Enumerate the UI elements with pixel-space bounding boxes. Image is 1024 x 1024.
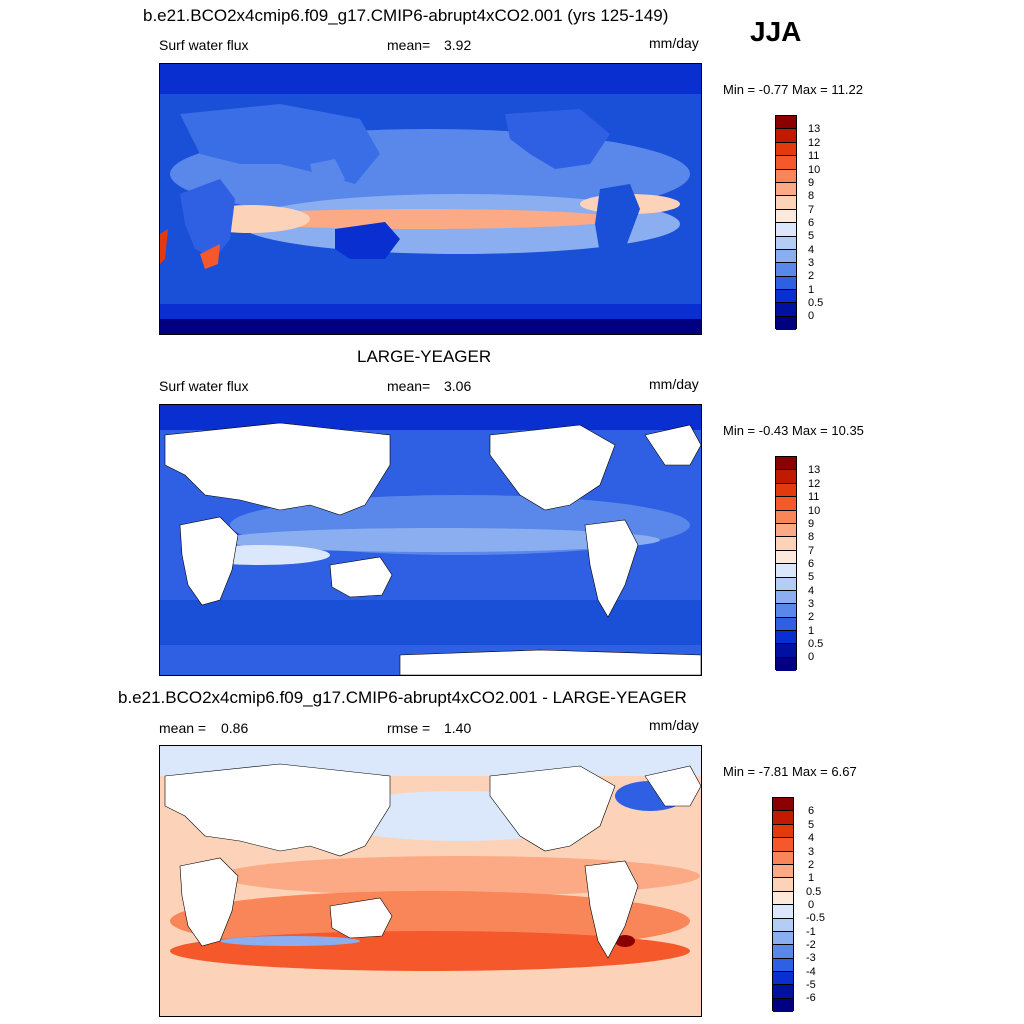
panel-1-minmax: Min = -0.77 Max = 11.22 (723, 82, 863, 97)
panel-3-rmse-label: rmse = (387, 720, 431, 736)
panel-3-colorbar-tick: 0.5 (806, 886, 822, 898)
panel-2-colorbar-tick: 9 (808, 518, 815, 530)
panel-3-colorbar-tick: 4 (808, 832, 815, 844)
season-label: JJA (750, 16, 802, 47)
panel-3-colorbar (772, 797, 794, 1013)
panel-3-units: mm/day (649, 717, 699, 733)
panel-3-colorbar-tick: -1 (806, 926, 816, 938)
panel-3-colorbar-tick: 6 (808, 805, 815, 817)
panel-3-colorbar-tick: -3 (806, 952, 816, 964)
panel-3-colorbar-tick: 3 (808, 846, 815, 858)
panel-2-map (159, 404, 702, 676)
panel-2-colorbar-tick: 13 (808, 464, 821, 476)
panel-2-minmax: Min = -0.43 Max = 10.35 (723, 423, 864, 438)
panel-2-mean-label: mean= (387, 378, 431, 394)
panel-2-map-field (160, 405, 701, 675)
panel-2-colorbar-tick: 0 (808, 651, 815, 663)
panel-2-colorbar (775, 456, 797, 672)
panel-2-colorbar-tick: 6 (808, 558, 815, 570)
panel-1-colorbar-tick: 0.5 (808, 297, 824, 309)
panel-1-map (159, 63, 702, 335)
panel-1-colorbar-tick: 4 (808, 244, 815, 256)
panel-1-colorbar-tick: 8 (808, 190, 815, 202)
panel-1-mean-value: 3.92 (444, 37, 472, 53)
panel-3-colorbar-tick: -5 (806, 979, 816, 991)
panel-1-units: mm/day (649, 35, 699, 51)
panel-3-mean-value: 0.86 (221, 720, 249, 736)
panel-1-colorbar-tick: 0 (808, 310, 815, 322)
panel-2-colorbar-tick: 10 (808, 505, 821, 517)
panel-1-colorbar-tick: 7 (808, 204, 815, 216)
panel-3-rmse-value: 1.40 (444, 720, 472, 736)
panel-2-colorbar-tick: 11 (808, 491, 820, 503)
panel-2-colorbar-tick: 0.5 (808, 638, 824, 650)
panel-3-title: b.e21.BCO2x4cmip6.f09_g17.CMIP6-abrupt4x… (118, 688, 687, 707)
panel-1-variable-label: Surf water flux (159, 37, 249, 53)
panel-1-map-field (160, 64, 701, 334)
panel-2-colorbar-tick: 2 (808, 611, 815, 623)
panel-1-colorbar-tick: 12 (808, 137, 821, 149)
panel-1-colorbar-tick: 2 (808, 270, 815, 282)
panel-3-colorbar-tick: 2 (808, 859, 815, 871)
panel-3-map (159, 745, 702, 1017)
panel-1-colorbar-tick: 1 (808, 284, 815, 296)
panel-1-colorbar-tick: 9 (808, 177, 815, 189)
panel-2-variable-label: Surf water flux (159, 378, 249, 394)
panel-1-title: b.e21.BCO2x4cmip6.f09_g17.CMIP6-abrupt4x… (143, 6, 669, 25)
panel-3-colorbar-tick: -2 (806, 939, 816, 951)
panel-3-colorbar-tick: 0 (808, 899, 815, 911)
panel-2-colorbar-tick: 1 (808, 625, 815, 637)
panel-3-map-field (160, 746, 701, 1016)
panel-3-colorbar-tick: 1 (808, 872, 815, 884)
panel-1-colorbar (775, 115, 797, 331)
panel-1-colorbar-tick: 6 (808, 217, 815, 229)
panel-3-colorbar-tick: 5 (808, 819, 815, 831)
panel-2-colorbar-tick: 12 (808, 478, 821, 490)
panel-2-title: LARGE-YEAGER (357, 347, 492, 366)
panel-2-mean-value: 3.06 (444, 378, 472, 394)
panel-2-units: mm/day (649, 376, 699, 392)
panel-3-colorbar-tick: -4 (806, 966, 816, 978)
panel-2-colorbar-tick: 3 (808, 598, 815, 610)
panel-2-colorbar-tick: 5 (808, 571, 815, 583)
panel-3-mean-label: mean = (159, 720, 207, 736)
panel-3-colorbar-tick: -6 (806, 992, 816, 1004)
panel-1-colorbar-tick: 3 (808, 257, 815, 269)
panel-3-minmax: Min = -7.81 Max = 6.67 (723, 764, 857, 779)
panel-1-colorbar-tick: 5 (808, 230, 815, 242)
panel-1-colorbar-tick: 10 (808, 164, 821, 176)
panel-2-colorbar-tick: 7 (808, 545, 815, 557)
panel-1-colorbar-tick: 13 (808, 123, 821, 135)
panel-1-colorbar-tick: 11 (808, 150, 820, 162)
panel-3-colorbar-tick: -0.5 (806, 912, 825, 924)
panel-2-colorbar-tick: 4 (808, 585, 815, 597)
panel-2-colorbar-tick: 8 (808, 531, 815, 543)
panel-1-mean-label: mean= (387, 37, 431, 53)
